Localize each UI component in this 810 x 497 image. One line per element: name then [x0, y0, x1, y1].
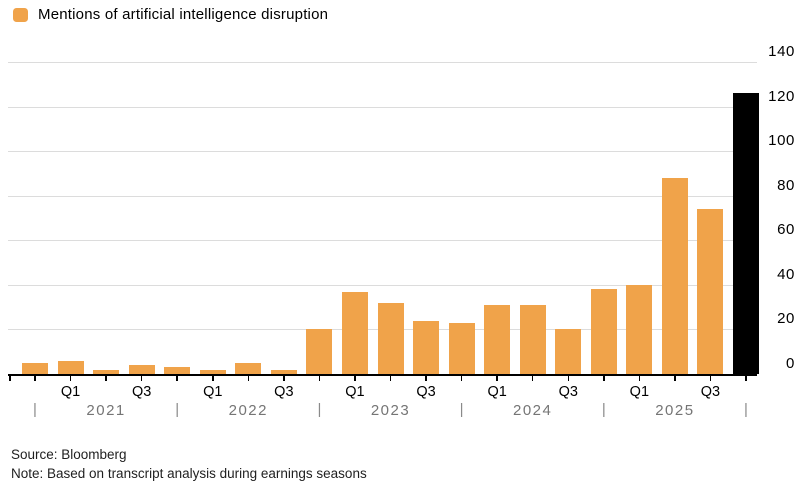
- y-axis-label-140: 140: [768, 43, 795, 60]
- bar-q3-2021: [128, 365, 155, 374]
- axis-tick-edge: [9, 376, 11, 381]
- bar-q3-2025: [697, 209, 724, 374]
- year-separator: |: [601, 401, 606, 418]
- x-axis-line: [8, 374, 757, 376]
- axis-tick-11: [425, 376, 427, 381]
- gridline-60: [8, 240, 757, 242]
- quarter-label-q1-2021: Q1: [60, 384, 81, 400]
- axis-tick-1: [69, 376, 72, 381]
- bar-q4-2022: [306, 329, 333, 374]
- gridline-100: [8, 151, 757, 153]
- y-axis-label-40: 40: [777, 265, 795, 283]
- year-label-2025: 2025: [655, 402, 695, 419]
- axis-tick-8: [318, 376, 321, 381]
- axis-tick-15: [567, 376, 569, 381]
- y-axis-label-60: 60: [777, 221, 795, 239]
- y-axis-label-20: 20: [777, 310, 795, 328]
- axis-tick-6: [247, 376, 250, 381]
- axis-tick-9: [354, 376, 356, 381]
- quarter-label-q3-2022: Q3: [274, 384, 294, 400]
- year-label-2023: 2023: [370, 402, 411, 419]
- axis-tick-7: [283, 376, 285, 381]
- bar-q4-2025: [733, 93, 759, 374]
- gridline-40: [8, 284, 757, 286]
- axis-tick-12: [460, 376, 463, 381]
- quarter-label-q1-2023: Q1: [345, 384, 365, 400]
- bar-q3-2023: [413, 320, 440, 374]
- y-axis-label-80: 80: [777, 176, 795, 194]
- bar-q1-2024: [484, 304, 511, 374]
- bar-q2-2022: [235, 362, 262, 374]
- source-text: Source: Bloomberg: [11, 447, 127, 462]
- quarter-label-q3-2024: Q3: [558, 384, 578, 400]
- bar-q2-2024: [519, 304, 546, 374]
- year-label-2021: 2021: [86, 402, 126, 419]
- quarter-label-q3-2025: Q3: [700, 384, 721, 400]
- y-axis-label-0: 0: [786, 355, 795, 372]
- axis-tick-18: [674, 376, 676, 381]
- legend: Mentions of artificial intelligence disr…: [13, 6, 328, 23]
- axis-tick-4: [176, 376, 178, 381]
- year-separator: |: [744, 401, 748, 418]
- legend-swatch-icon: [13, 7, 28, 22]
- gridline-120: [8, 106, 757, 108]
- quarter-label-q3-2021: Q3: [131, 384, 152, 400]
- bar-q4-2021: [164, 367, 191, 374]
- legend-label: Mentions of artificial intelligence disr…: [38, 6, 329, 23]
- bar-q1-2025: [626, 284, 653, 374]
- axis-tick-19: [709, 376, 712, 381]
- axis-tick-20: [745, 376, 747, 381]
- year-separator: |: [317, 401, 322, 418]
- axis-tick-16: [603, 376, 605, 381]
- gridline-140: [8, 62, 757, 63]
- bar-q4-2024: [590, 289, 617, 374]
- bar-q1-2021: [57, 360, 84, 374]
- quarter-label-q1-2022: Q1: [203, 384, 223, 400]
- y-axis-label-100: 100: [768, 132, 795, 150]
- year-separator: |: [459, 401, 464, 418]
- quarter-label-q3-2023: Q3: [416, 384, 436, 400]
- axis-tick-10: [389, 376, 392, 381]
- quarter-label-q1-2024: Q1: [487, 384, 507, 400]
- bar-q1-2022: [199, 369, 226, 374]
- quarter-label-q1-2025: Q1: [629, 384, 650, 400]
- y-axis-label-120: 120: [768, 87, 795, 105]
- year-separator: |: [33, 401, 37, 418]
- gridline-80: [8, 195, 757, 197]
- year-separator: |: [175, 401, 180, 418]
- axis-tick-3: [140, 376, 143, 381]
- axis-tick-17: [638, 376, 641, 381]
- axis-tick-14: [531, 376, 534, 381]
- year-label-2022: 2022: [228, 402, 268, 419]
- axis-tick-2: [105, 376, 107, 381]
- footer: Source: Bloomberg Note: Based on transcr…: [11, 445, 367, 483]
- bar-q3-2022: [270, 369, 297, 374]
- bar-q2-2025: [661, 177, 688, 374]
- year-label-2024: 2024: [513, 402, 553, 419]
- axis-tick-13: [496, 376, 498, 381]
- bar-q4-2020: [22, 362, 48, 374]
- bar-q1-2023: [341, 291, 368, 374]
- note-text: Note: Based on transcript analysis durin…: [11, 466, 367, 481]
- axis-tick-0: [34, 376, 36, 381]
- bar-q2-2021: [93, 369, 120, 374]
- bar-q4-2023: [448, 322, 475, 374]
- bar-q3-2024: [555, 329, 582, 374]
- axis-tick-5: [212, 376, 214, 381]
- bar-q2-2023: [377, 302, 404, 374]
